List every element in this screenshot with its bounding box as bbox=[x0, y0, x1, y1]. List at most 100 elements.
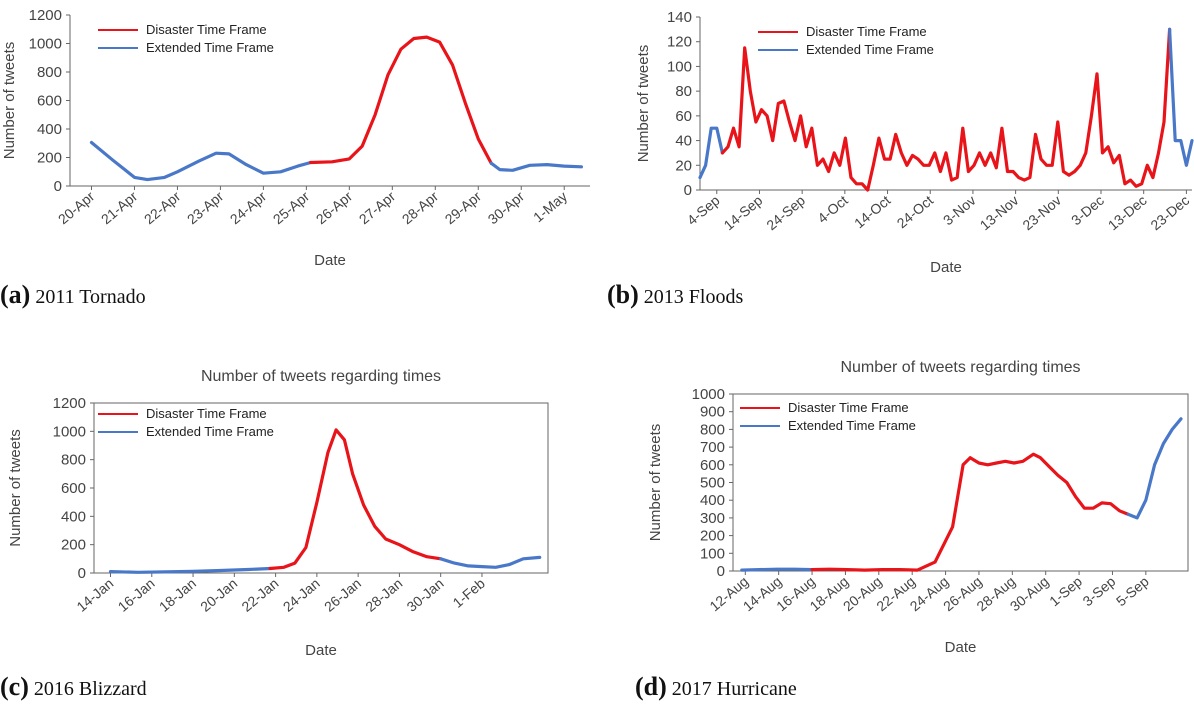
y-tick-label: 400 bbox=[37, 121, 62, 138]
caption-d: (d) 2017 Hurricane bbox=[635, 672, 797, 702]
x-tick-label: 3-Sep bbox=[1079, 573, 1118, 609]
x-tick-label: 22-Jan bbox=[238, 575, 281, 615]
x-tick-label: 27-Apr bbox=[356, 188, 399, 227]
y-tick-label: 1000 bbox=[53, 423, 86, 440]
chart-d-hurricane: Number of tweets regarding times01002003… bbox=[647, 359, 1189, 656]
series-line-disaster-1 bbox=[268, 428, 443, 571]
y-tick-label: 1200 bbox=[53, 395, 86, 412]
caption-d-letter: (d) bbox=[635, 672, 667, 701]
x-tick-label: 13-Nov bbox=[977, 192, 1022, 233]
y-axis-label: Number of tweets bbox=[1, 42, 18, 160]
legend-entry: Disaster Time Frame bbox=[146, 22, 267, 37]
y-tick-label: 400 bbox=[61, 508, 86, 525]
x-tick-label: 26-Apr bbox=[313, 188, 356, 227]
series-line-disaster-1 bbox=[810, 452, 1130, 572]
x-tick-label: 18-Jan bbox=[156, 575, 199, 615]
x-tick-label: 29-Apr bbox=[442, 188, 485, 227]
x-tick-label: 30-Apr bbox=[485, 188, 528, 227]
y-tick-label: 700 bbox=[700, 439, 725, 456]
x-tick-label: 30-Jan bbox=[404, 575, 447, 615]
y-tick-label: 100 bbox=[700, 545, 725, 562]
legend-entry: Extended Time Frame bbox=[146, 424, 274, 439]
series-line-extended-2 bbox=[1168, 27, 1194, 167]
y-tick-label: 0 bbox=[684, 182, 692, 199]
x-tick-label: 24-Sep bbox=[763, 192, 808, 233]
x-tick-label: 3-Nov bbox=[940, 192, 979, 228]
caption-b-text: 2013 Floods bbox=[643, 286, 744, 308]
x-tick-label: 20-Jan bbox=[197, 575, 240, 615]
y-tick-label: 100 bbox=[667, 58, 692, 75]
y-tick-label: 140 bbox=[667, 9, 692, 26]
x-tick-label: 24-Apr bbox=[227, 188, 270, 227]
series-line-extended-0 bbox=[108, 566, 272, 574]
y-tick-label: 0 bbox=[78, 565, 86, 582]
x-axis-label: Date bbox=[314, 252, 346, 269]
chart-c-blizzard: Number of tweets regarding times 0 200 400 6… bbox=[7, 368, 549, 659]
series-line-extended-0 bbox=[740, 567, 814, 572]
x-tick-label: 26-Jan bbox=[321, 575, 364, 615]
series-line-extended-0 bbox=[698, 126, 724, 180]
y-axis-label: Number of tweets bbox=[647, 424, 664, 542]
y-tick-label: 300 bbox=[700, 510, 725, 527]
series-line-extended-2 bbox=[439, 555, 542, 569]
y-tick-label: 20 bbox=[675, 157, 692, 174]
caption-c: (c) 2016 Blizzard bbox=[0, 672, 147, 702]
y-tick-label: 60 bbox=[675, 108, 692, 125]
x-tick-label: 23-Nov bbox=[1019, 192, 1064, 233]
y-tick-label: 200 bbox=[700, 528, 725, 545]
x-tick-label: 1-Sep bbox=[1046, 573, 1085, 609]
x-tick-label: 23-Apr bbox=[184, 188, 227, 227]
y-axis-label: Number of tweets bbox=[7, 429, 24, 547]
x-tick-label: 13-Dec bbox=[1105, 192, 1150, 233]
y-tick-label: 0 bbox=[54, 178, 62, 195]
legend-entry: Extended Time Frame bbox=[806, 42, 934, 57]
x-axis-label: Date bbox=[930, 259, 962, 276]
y-tick-label: 40 bbox=[675, 133, 692, 150]
x-tick-label: 5-Sep bbox=[1113, 573, 1152, 609]
y-tick-label: 900 bbox=[700, 404, 725, 421]
series-line-disaster-1 bbox=[309, 35, 493, 165]
chart-title: Number of tweets regarding times bbox=[201, 368, 441, 385]
legend-entry: Disaster Time Frame bbox=[806, 24, 927, 39]
x-tick-label: 21-Apr bbox=[98, 188, 141, 227]
caption-b-letter: (b) bbox=[607, 280, 639, 309]
x-tick-label: 24-Jan bbox=[280, 575, 323, 615]
x-tick-label: 14-Oct bbox=[851, 192, 894, 231]
y-tick-label: 80 bbox=[675, 83, 692, 100]
y-tick-label: 500 bbox=[700, 475, 725, 492]
x-tick-label: 24-Oct bbox=[894, 192, 937, 231]
x-tick-label: 23-Dec bbox=[1147, 192, 1192, 233]
y-tick-label: 1200 bbox=[29, 7, 62, 24]
caption-a-text: 2011 Tornado bbox=[35, 286, 146, 308]
y-tick-label: 800 bbox=[37, 64, 62, 81]
series-line-disaster-1 bbox=[720, 27, 1172, 192]
y-tick-label: 800 bbox=[61, 452, 86, 469]
x-tick-label: 25-Apr bbox=[270, 188, 313, 227]
series-line-extended-2 bbox=[1126, 417, 1183, 520]
x-tick-label: 1-Feb bbox=[450, 575, 488, 611]
caption-d-text: 2017 Hurricane bbox=[671, 678, 797, 700]
y-tick-label: 1000 bbox=[29, 36, 62, 53]
y-tick-label: 800 bbox=[700, 421, 725, 438]
x-tick-label: 22-Apr bbox=[141, 188, 184, 227]
caption-c-letter: (c) bbox=[0, 672, 29, 701]
caption-c-text: 2016 Blizzard bbox=[33, 678, 147, 700]
y-tick-label: 120 bbox=[667, 34, 692, 51]
y-tick-label: 200 bbox=[37, 150, 62, 167]
x-tick-label: 14-Sep bbox=[721, 192, 766, 233]
series-line-extended-2 bbox=[489, 161, 583, 172]
legend-entry: Disaster Time Frame bbox=[788, 400, 909, 415]
legend-entry: Extended Time Frame bbox=[146, 40, 274, 55]
x-axis-label: Date bbox=[305, 642, 337, 659]
y-axis-label: Number of tweets bbox=[635, 45, 652, 163]
legend-entry: Disaster Time Frame bbox=[146, 406, 267, 421]
y-tick-label: 1000 bbox=[692, 386, 725, 403]
caption-b: (b) 2013 Floods bbox=[607, 280, 743, 310]
x-axis-label: Date bbox=[945, 639, 977, 656]
x-tick-label: 4-Oct bbox=[814, 192, 851, 226]
y-tick-label: 600 bbox=[37, 93, 62, 110]
chart-title: Number of tweets regarding times bbox=[840, 359, 1080, 376]
